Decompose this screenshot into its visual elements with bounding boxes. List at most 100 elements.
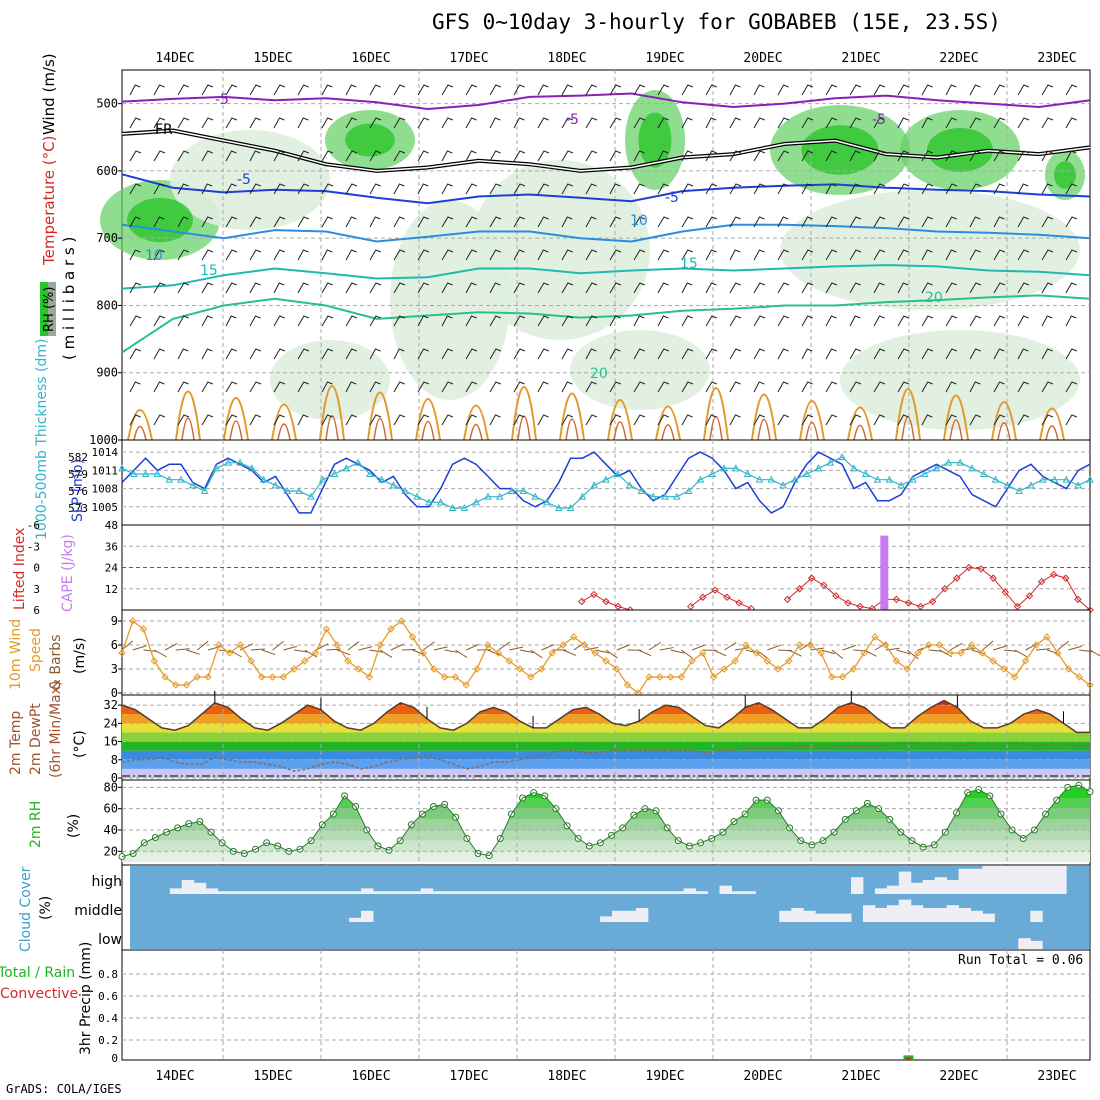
rh-shade — [390, 200, 510, 400]
wind-barb-10m — [455, 649, 468, 659]
upper-ylabel: ( m i l l i b a r s ) — [60, 237, 78, 360]
wind-barb — [225, 282, 237, 294]
wind-barb — [657, 414, 670, 426]
wind-barb — [609, 381, 622, 393]
wind-barb — [561, 84, 573, 96]
wind-barb — [297, 249, 309, 261]
wind-barb — [873, 117, 885, 129]
wind-barb — [897, 117, 909, 129]
warm-contour — [559, 392, 585, 441]
wind-point — [419, 649, 427, 657]
wind-barb — [849, 381, 862, 393]
date-tick-bottom: 22DEC — [939, 1069, 978, 1084]
wind-barb — [369, 414, 382, 426]
thk-tick-label: 582 — [68, 451, 88, 464]
date-tick-top: 20DEC — [743, 51, 782, 66]
thickness-point — [708, 469, 717, 477]
credit-text: GrADS: COLA/IGES — [6, 1082, 122, 1096]
wind-barb-10m — [960, 648, 975, 651]
wind-barb — [897, 282, 909, 294]
wind-barb — [729, 249, 741, 261]
wind-barb — [801, 216, 813, 228]
wind-barb — [537, 183, 550, 195]
cloud-middle-bar — [839, 913, 852, 922]
wind-barb — [273, 414, 285, 426]
wind-barb — [345, 381, 357, 393]
cloud-high-bar — [384, 891, 398, 894]
wind-barb — [993, 249, 1006, 261]
wind-barb — [753, 150, 766, 162]
wind-barb-10m — [906, 649, 919, 660]
wind-barb — [369, 315, 382, 327]
wind-barb — [921, 84, 933, 96]
wind-point — [828, 673, 836, 681]
wind-barb-10m — [1079, 649, 1094, 653]
wind-barb — [969, 183, 982, 195]
wind-barb — [729, 348, 742, 360]
wind-barb — [825, 117, 838, 129]
cloud-high-bar — [850, 877, 864, 894]
thickness-point — [129, 469, 138, 477]
wind-barb — [297, 315, 310, 327]
wind-barb — [585, 249, 598, 261]
wind-barb — [897, 183, 910, 195]
wind-barb — [129, 414, 141, 426]
wind-point — [161, 673, 169, 681]
wind-barb — [753, 84, 765, 96]
cloud-high-bar — [874, 888, 888, 894]
wind-barb-10m — [691, 644, 706, 651]
thickness-point — [1086, 475, 1094, 483]
wind-barb — [801, 183, 813, 195]
wind-barb — [849, 315, 861, 327]
warm-contour-inner — [469, 423, 483, 441]
wind-barb-10m — [336, 649, 351, 656]
thickness-point — [271, 481, 280, 489]
cloud-high-bar — [408, 891, 422, 894]
cape-tick-label: 48 — [105, 519, 118, 532]
wind-barb — [945, 150, 958, 162]
wind-speed-line — [121, 619, 1091, 694]
wind-barb — [489, 414, 501, 426]
wind-barb — [249, 348, 262, 360]
thickness-point — [979, 469, 988, 477]
wind-barb — [849, 216, 862, 228]
wind-barb — [609, 84, 622, 96]
wind-barb-10m — [498, 641, 511, 651]
cape-tick-label: 12 — [105, 583, 118, 596]
li-point — [807, 574, 816, 582]
thickness-point — [602, 475, 610, 483]
precip-tick-label: 0.2 — [98, 1034, 118, 1047]
cloud-high-bar — [444, 891, 458, 894]
wind-barb — [969, 315, 982, 327]
wind-barb — [321, 150, 334, 162]
contour-label: -5 — [665, 190, 679, 206]
li-point — [892, 595, 901, 604]
wind-barb — [945, 249, 957, 261]
wind-barb — [969, 282, 982, 294]
wind-barb — [513, 117, 525, 129]
wind-barb — [705, 216, 718, 228]
thickness-point — [625, 481, 634, 489]
y-tick-label: 20 — [104, 844, 118, 858]
wind-barb — [969, 216, 981, 228]
date-tick-top: 15DEC — [253, 51, 292, 66]
thickness-point — [1074, 481, 1083, 489]
y-tick-label: 600 — [96, 164, 118, 178]
wind-barb — [657, 249, 670, 261]
wind-barb — [1017, 414, 1030, 426]
cloud-middle-bar — [946, 905, 960, 922]
wind-barb-10m — [734, 647, 749, 651]
date-tick-top: 23DEC — [1037, 51, 1076, 66]
wind-barb — [897, 249, 909, 261]
wind-barb — [441, 117, 454, 129]
wind-barb — [393, 414, 406, 426]
wind-barb — [321, 381, 333, 393]
wind-barb — [609, 150, 621, 162]
thickness-point — [366, 469, 374, 477]
wind-barb — [945, 117, 957, 129]
isotherm-m5 — [121, 92, 1091, 111]
wind-barb — [921, 348, 934, 360]
cloud-middle-bar — [600, 916, 613, 922]
